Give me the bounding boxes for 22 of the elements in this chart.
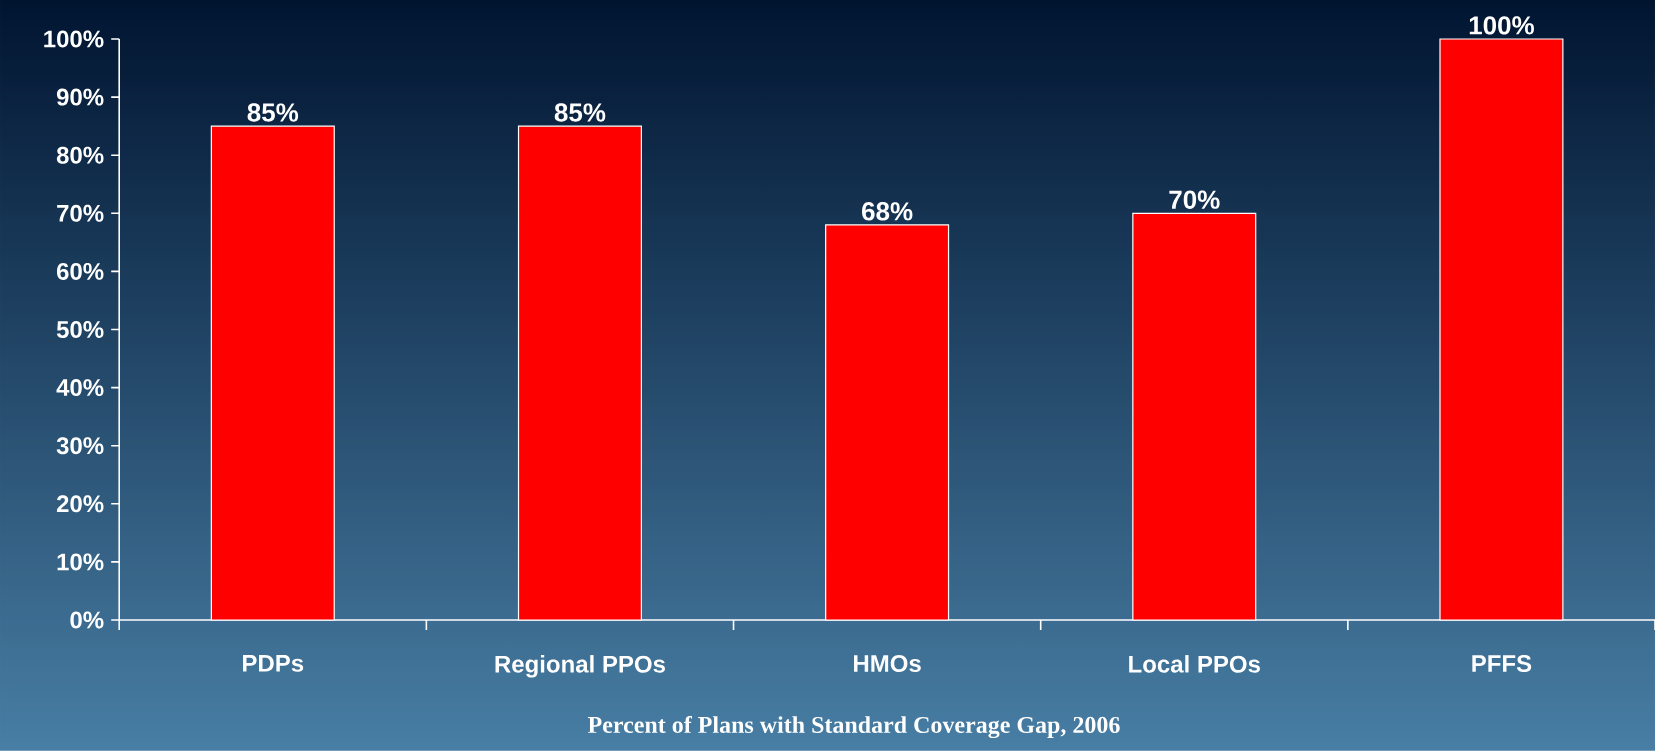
- y-tick-label: 40%: [56, 379, 104, 397]
- data-label: 85%: [247, 103, 299, 122]
- x-tick-label: Local PPOs: [1129, 655, 1260, 673]
- y-tick-label: 50%: [56, 321, 104, 338]
- x-tick-label: PFFS: [1472, 655, 1532, 673]
- x-tick-label: Regional PPOs: [495, 655, 665, 678]
- data-label: 70%: [1169, 190, 1220, 209]
- data-label: 85%: [554, 103, 606, 122]
- y-tick-label: 60%: [56, 262, 104, 280]
- x-axis-title: Percent of Plans with Standard Coverage Gap, 2006: [587, 715, 1120, 739]
- x-tick-label: PDPs: [243, 655, 304, 672]
- y-tick-label: 80%: [56, 146, 104, 164]
- y-tick-label: 90%: [56, 88, 104, 106]
- x-tick-label: HMOs: [854, 655, 921, 673]
- data-label: 100%: [1469, 16, 1534, 35]
- y-tick-label: 100%: [44, 30, 104, 48]
- y-tick-label: 0%: [70, 611, 104, 629]
- y-tick-label: 70%: [57, 204, 104, 222]
- y-tick-label: 20%: [56, 495, 104, 513]
- y-tick-label: 30%: [56, 437, 104, 455]
- data-label: 68%: [862, 202, 913, 221]
- y-tick-label: 10%: [57, 553, 104, 571]
